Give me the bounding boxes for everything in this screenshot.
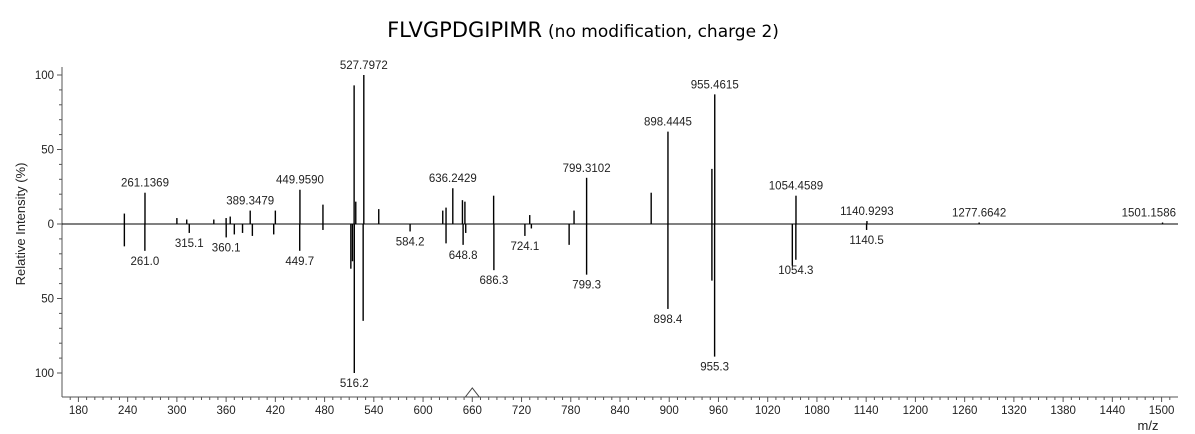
peak-label: 898.4	[654, 314, 683, 326]
chart-title: FLVGPDGIPIMR (no modification, charge 2)	[387, 18, 779, 42]
x-tick-label: 300	[167, 405, 186, 417]
x-tick-label: 420	[266, 405, 285, 417]
y-tick-label: 0	[48, 219, 54, 231]
x-tick-label: 780	[561, 405, 580, 417]
x-tick-label: 660	[463, 405, 482, 417]
peak-label: 1140.5	[849, 235, 883, 247]
peak-label: 261.1369	[121, 178, 169, 190]
x-tick-label: 180	[69, 405, 88, 417]
peak-label: 360.1	[212, 242, 241, 254]
x-ticks-layer: 180 240 300 360 420 480 540 600 660 720 780 840 900 9…	[69, 397, 1175, 417]
peak-label: 1054.4589	[769, 181, 823, 193]
x-tick-label: 1200	[903, 405, 929, 417]
y-axis-label: Relative Intensity (%)	[13, 163, 28, 286]
peak-label: 648.8	[449, 250, 478, 262]
x-axis-label: m/z	[1138, 418, 1159, 433]
peak-label: 584.2	[396, 236, 425, 248]
peak-label: 686.3	[479, 275, 508, 287]
peak-label: 1140.9293	[840, 206, 894, 218]
title-main: FLVGPDGIPIMR	[387, 18, 542, 42]
x-tick-label: 960	[709, 405, 728, 417]
x-tick-label: 1500	[1149, 405, 1175, 417]
peak-label: 898.4445	[644, 117, 692, 129]
x-tick-label: 360	[217, 405, 236, 417]
y-ticks-layer: 100 50 0 50 100	[35, 70, 62, 380]
peak-label: 1501.1586	[1122, 208, 1176, 220]
x-tick-label: 1260	[952, 405, 978, 417]
peak-label: 261.0	[130, 256, 159, 268]
precursor-marker-icon	[464, 387, 481, 398]
peak-label: 955.3	[700, 362, 729, 374]
x-tick-label: 1140	[854, 405, 879, 417]
peaks-layer	[123, 75, 1164, 373]
x-tick-label: 1080	[804, 405, 830, 417]
peak-label: 527.7972	[340, 60, 388, 72]
x-tick-label: 540	[364, 405, 383, 417]
peak-label: 449.9590	[276, 175, 324, 187]
peak-label: 799.3	[572, 280, 601, 292]
x-tick-label: 1380	[1050, 405, 1076, 417]
x-tick-label: 1320	[1001, 405, 1027, 417]
x-tick-label: 720	[512, 405, 531, 417]
x-tick-label: 240	[118, 405, 137, 417]
y-tick-label: 100	[35, 70, 54, 82]
peak-label: 389.3479	[226, 196, 274, 208]
x-tick-label: 840	[610, 405, 629, 417]
title-subtitle: (no modification, charge 2)	[548, 22, 779, 42]
peak-label: 955.4615	[691, 79, 739, 91]
peak-label: 799.3102	[563, 163, 611, 175]
peak-label: 449.7	[285, 256, 314, 268]
y-tick-label: 100	[35, 368, 54, 380]
peak-label: 724.1	[511, 241, 540, 253]
x-tick-label: 1440	[1100, 405, 1126, 417]
x-tick-label: 480	[315, 405, 334, 417]
peak-label: 315.1	[175, 238, 204, 250]
y-tick-label: 50	[41, 145, 54, 157]
peak-label: 1054.3	[778, 265, 813, 277]
x-tick-label: 1020	[755, 405, 781, 417]
x-tick-label: 900	[660, 405, 679, 417]
x-tick-label: 600	[413, 405, 432, 417]
peak-label: 1277.6642	[952, 208, 1006, 220]
y-tick-label: 50	[41, 294, 54, 306]
peak-label: 636.2429	[429, 173, 477, 185]
peak-label: 516.2	[340, 378, 369, 390]
